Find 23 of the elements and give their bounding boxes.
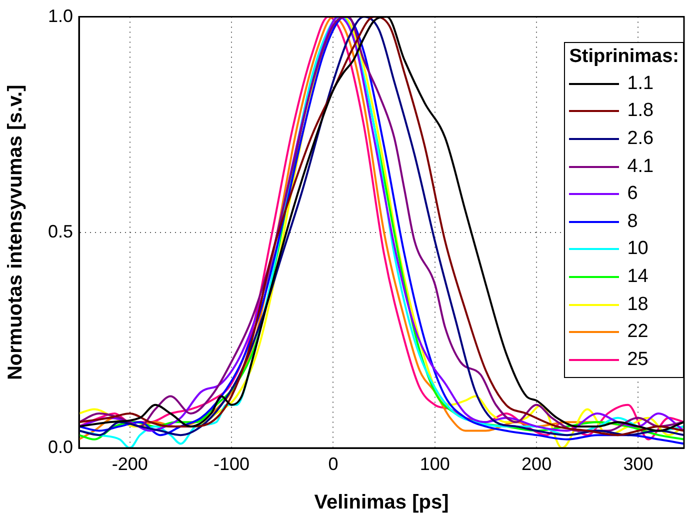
- x-tick-label: -200: [112, 454, 148, 474]
- y-tick-label: 1.0: [48, 6, 73, 26]
- legend-title: Stiprinimas:: [569, 46, 679, 68]
- x-tick-label: 200: [522, 454, 552, 474]
- legend-label: 6: [627, 183, 638, 206]
- legend-label: 18: [627, 294, 648, 316]
- legend-label: 22: [627, 321, 648, 344]
- legend-label: 4.1: [627, 156, 654, 178]
- x-tick-label: 100: [420, 454, 450, 474]
- legend-label: 1.8: [627, 100, 654, 122]
- y-tick-label: 0.5: [48, 221, 73, 242]
- legend-label: 2.6: [627, 128, 654, 150]
- legend-label: 1.1: [627, 72, 654, 95]
- legend-label: 25: [627, 348, 648, 371]
- legend-label: 14: [627, 266, 648, 288]
- x-tick-label: -100: [214, 454, 250, 474]
- y-axis-title: Normuotas intensyvumas [s.v.]: [4, 84, 27, 380]
- legend-label: 10: [627, 238, 648, 260]
- x-tick-label: 0: [328, 454, 338, 474]
- x-axis-title: Velinimas [ps]: [314, 492, 449, 514]
- x-tick-label: 300: [623, 454, 654, 474]
- y-tick-label: 0.0: [48, 436, 73, 457]
- legend-label: 8: [627, 210, 638, 233]
